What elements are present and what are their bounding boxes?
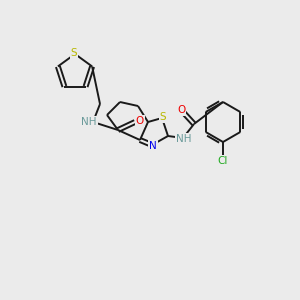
Text: Cl: Cl [218, 156, 228, 166]
Text: O: O [136, 116, 144, 126]
Text: NH: NH [176, 134, 192, 144]
Text: S: S [71, 48, 77, 58]
Text: S: S [160, 112, 166, 122]
Text: O: O [177, 105, 185, 115]
Text: NH: NH [81, 117, 97, 127]
Text: N: N [149, 141, 157, 151]
